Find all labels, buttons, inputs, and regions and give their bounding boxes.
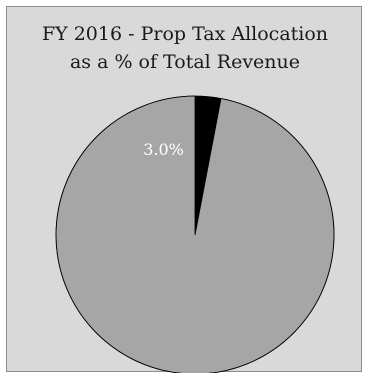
chart-title-line-2: as a % of Total Revenue (69, 51, 301, 73)
pie-slice-1 (55, 95, 335, 373)
chart-area: FY 2016 - Prop Tax Allocation as a % of … (6, 6, 362, 373)
slice-data-label-0: 3.0% (143, 140, 184, 159)
pie-chart: 3.0% (55, 95, 335, 373)
chart-title-line-1: FY 2016 - Prop Tax Allocation (41, 23, 329, 45)
pie-outline (55, 95, 335, 373)
